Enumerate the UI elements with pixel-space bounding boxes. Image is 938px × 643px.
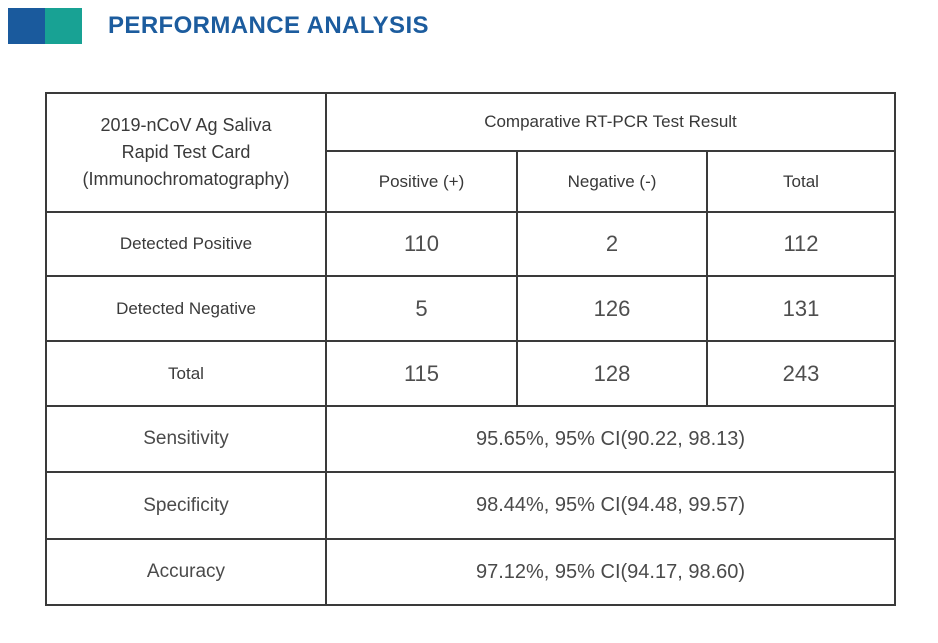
cell-total-positive: 115 [325, 340, 518, 407]
row-label-total: Total [45, 340, 327, 407]
cell-total-negative: 128 [516, 340, 708, 407]
table-row-detected-positive: Detected Positive 110 2 112 [45, 211, 896, 277]
cell-detected-negative-total: 131 [706, 275, 896, 342]
cell-total-total: 243 [706, 340, 896, 407]
metric-label-sensitivity: Sensitivity [45, 405, 327, 473]
table-row-header-top: 2019-nCoV Ag Saliva Rapid Test Card (Imm… [45, 92, 896, 213]
cell-detected-negative-negative: 126 [516, 275, 708, 342]
column-header-total: Total [706, 150, 896, 213]
row-label-detected-positive: Detected Positive [45, 211, 327, 277]
brand-square-blue-icon [8, 8, 45, 44]
metric-label-accuracy: Accuracy [45, 538, 327, 606]
cell-detected-positive-total: 112 [706, 211, 896, 277]
brand-square-teal-icon [45, 8, 82, 44]
cell-detected-positive-positive: 110 [325, 211, 518, 277]
cell-detected-positive-negative: 2 [516, 211, 708, 277]
metric-value-sensitivity: 95.65%, 95% CI(90.22, 98.13) [325, 405, 896, 473]
table-row-accuracy: Accuracy 97.12%, 95% CI(94.17, 98.60) [45, 538, 896, 606]
column-header-positive: Positive (+) [325, 150, 518, 213]
corner-header-line-3: (Immunochromatography) [82, 169, 290, 189]
comparative-header-cell: Comparative RT-PCR Test Result [325, 92, 896, 152]
cell-detected-negative-positive: 5 [325, 275, 518, 342]
metric-label-specificity: Specificity [45, 471, 327, 540]
page-title: PERFORMANCE ANALYSIS [108, 12, 429, 39]
table-row-column-headers: Positive (+) Negative (-) Total [46, 150, 896, 213]
table-row-sensitivity: Sensitivity 95.65%, 95% CI(90.22, 98.13) [45, 405, 896, 473]
column-header-negative: Negative (-) [516, 150, 708, 213]
metric-value-accuracy: 97.12%, 95% CI(94.17, 98.60) [325, 538, 896, 606]
row-label-detected-negative: Detected Negative [45, 275, 327, 342]
table-row-detected-negative: Detected Negative 5 126 131 [45, 275, 896, 342]
corner-header-line-2: Rapid Test Card [121, 142, 251, 162]
table-row-specificity: Specificity 98.44%, 95% CI(94.48, 99.57) [45, 471, 896, 540]
table-row-total: Total 115 128 243 [45, 340, 896, 407]
metric-value-specificity: 98.44%, 95% CI(94.48, 99.57) [325, 471, 896, 540]
performance-analysis-table: 2019-nCoV Ag Saliva Rapid Test Card (Imm… [45, 92, 896, 606]
corner-header-line-1: 2019-nCoV Ag Saliva [100, 115, 272, 135]
page-header: PERFORMANCE ANALYSIS [8, 8, 429, 44]
corner-header-cell: 2019-nCoV Ag Saliva Rapid Test Card (Imm… [45, 92, 327, 213]
